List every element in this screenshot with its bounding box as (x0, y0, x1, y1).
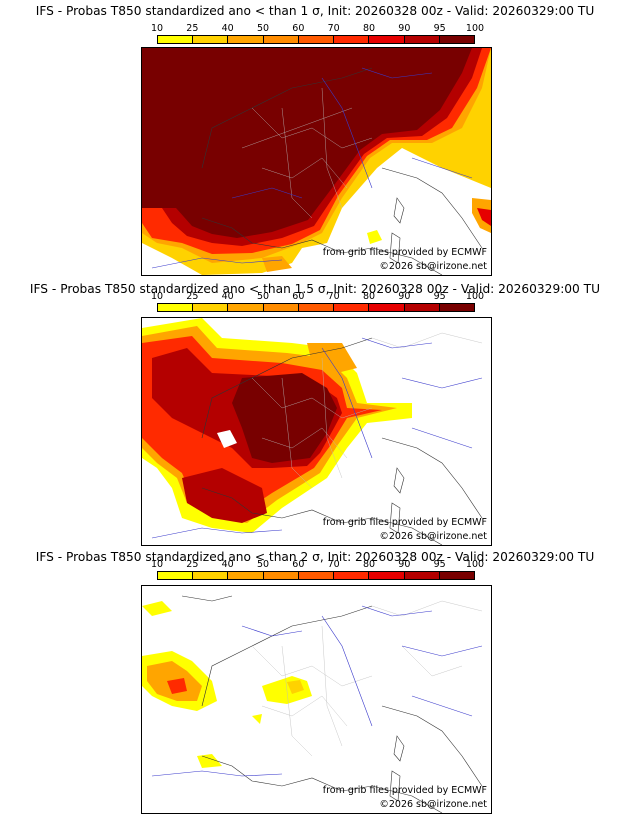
colorbar-swatch (334, 572, 370, 579)
colorbar-tick-label: 25 (186, 23, 199, 34)
colorbar-tick-label: 100 (465, 559, 485, 570)
panel-3-map: from grib files provided by ECMWF ©2026 … (141, 585, 492, 814)
colorbar-swatch (263, 304, 299, 311)
colorbar-tick-label: 50 (256, 23, 270, 34)
colorbar-swatch (193, 36, 229, 43)
colorbar-swatch (334, 304, 370, 311)
colorbar-tick-label: 70 (327, 559, 340, 570)
colorbar-swatch (404, 304, 440, 311)
colorbar-tick-label: 100 (465, 291, 485, 302)
colorbar-swatch (369, 572, 405, 579)
colorbar-tick-label: 40 (221, 559, 234, 570)
colorbar-tick-label: 95 (433, 559, 446, 570)
colorbar-swatch (369, 304, 405, 311)
panel-2-colorbar: 10 25 40 50 60 70 80 90 95 100 (151, 291, 484, 314)
colorbar-tick-label: 25 (186, 559, 199, 570)
panel-1-map: from grib files provided by ECMWF ©2026 … (141, 47, 492, 276)
panel-1-colorbar: 10 25 40 50 60 70 80 90 95 100 (151, 23, 484, 46)
region-borders (251, 600, 483, 757)
panel-2-map: from grib files provided by ECMWF ©2026 … (141, 317, 492, 546)
colorbar-tick-label: 80 (362, 291, 376, 302)
colorbar-tick-label: 10 (150, 291, 164, 302)
colorbar-tick-label: 60 (292, 291, 305, 302)
colorbar-swatch (298, 36, 335, 43)
colorbar-swatch (193, 304, 229, 311)
probability-shading (142, 48, 491, 275)
colorbar-tick-label: 90 (398, 559, 411, 570)
colorbar-swatch (158, 304, 194, 311)
colorbar-swatch (263, 36, 299, 43)
colorbar-swatch (439, 36, 474, 43)
colorbar-swatch (228, 304, 264, 311)
colorbar-swatches (157, 571, 475, 580)
rivers (151, 337, 483, 539)
colorbar-tick-label: 40 (221, 23, 234, 34)
copyright: ©2026 sb@irizone.net (379, 799, 487, 810)
colorbar-tick-label: 10 (150, 23, 164, 34)
colorbar-tick-label: 100 (465, 23, 485, 34)
colorbar-tick-label: 50 (256, 291, 270, 302)
probability-map-1-5sigma (142, 318, 483, 545)
panel-3-title: IFS - Probas T850 standardized ano < tha… (35, 550, 595, 564)
colorbar-swatch (228, 572, 264, 579)
colorbar-tick-label: 50 (256, 559, 270, 570)
rivers (151, 605, 483, 777)
colorbar-swatch (228, 36, 264, 43)
probability-map-1sigma (142, 48, 491, 275)
colorbar-swatch (158, 572, 194, 579)
colorbar-tick-label: 90 (398, 291, 411, 302)
region-borders (241, 87, 373, 219)
probability-shading (142, 601, 312, 768)
colorbar-tick-label: 60 (292, 23, 305, 34)
region-borders (251, 332, 483, 489)
colorbar-tick-label: 70 (327, 291, 340, 302)
colorbar-swatches (157, 35, 475, 44)
colorbar-ticks: 10 25 40 50 60 70 80 90 95 100 (151, 291, 484, 302)
panel-1-title: IFS - Probas T850 standardized ano < tha… (35, 4, 595, 18)
colorbar-swatch (193, 572, 229, 579)
source-credit: from grib files provided by ECMWF (322, 785, 487, 796)
colorbar-tick-label: 95 (433, 291, 446, 302)
copyright: ©2026 sb@irizone.net (379, 531, 487, 542)
panel-2-title: IFS - Probas T850 standardized ano < tha… (29, 282, 601, 296)
colorbar-tick-label: 90 (398, 23, 411, 34)
colorbar-tick-label: 60 (292, 559, 305, 570)
colorbar-tick-label: 70 (327, 23, 340, 34)
copyright: ©2026 sb@irizone.net (379, 261, 487, 272)
no-signal-area (412, 198, 452, 253)
coastlines (201, 337, 483, 545)
panel-3-colorbar: 10 25 40 50 60 70 80 90 95 100 (151, 559, 484, 582)
source-credit: from grib files provided by ECMWF (322, 247, 487, 258)
colorbar-swatch (298, 304, 335, 311)
colorbar-swatch (298, 572, 335, 579)
colorbar-tick-label: 10 (150, 559, 164, 570)
colorbar-swatch (404, 572, 440, 579)
probability-shading (142, 318, 412, 533)
colorbar-tick-label: 80 (362, 559, 376, 570)
colorbar-swatch (158, 36, 194, 43)
colorbar-swatch (334, 36, 370, 43)
colorbar-swatch (439, 304, 474, 311)
colorbar-swatch (404, 36, 440, 43)
colorbar-tick-label: 25 (186, 291, 199, 302)
source-credit: from grib files provided by ECMWF (322, 517, 487, 528)
colorbar-swatches (157, 303, 475, 312)
rivers (151, 67, 473, 269)
colorbar-swatch (439, 572, 474, 579)
colorbar-ticks: 10 25 40 50 60 70 80 90 95 100 (151, 23, 484, 34)
colorbar-tick-label: 95 (433, 23, 446, 34)
colorbar-tick-label: 40 (221, 291, 234, 302)
colorbar-swatch (263, 572, 299, 579)
probability-map-2sigma (142, 595, 483, 813)
coastlines (201, 67, 483, 275)
colorbar-ticks: 10 25 40 50 60 70 80 90 95 100 (151, 559, 484, 570)
colorbar-swatch (369, 36, 405, 43)
colorbar-tick-label: 80 (362, 23, 376, 34)
